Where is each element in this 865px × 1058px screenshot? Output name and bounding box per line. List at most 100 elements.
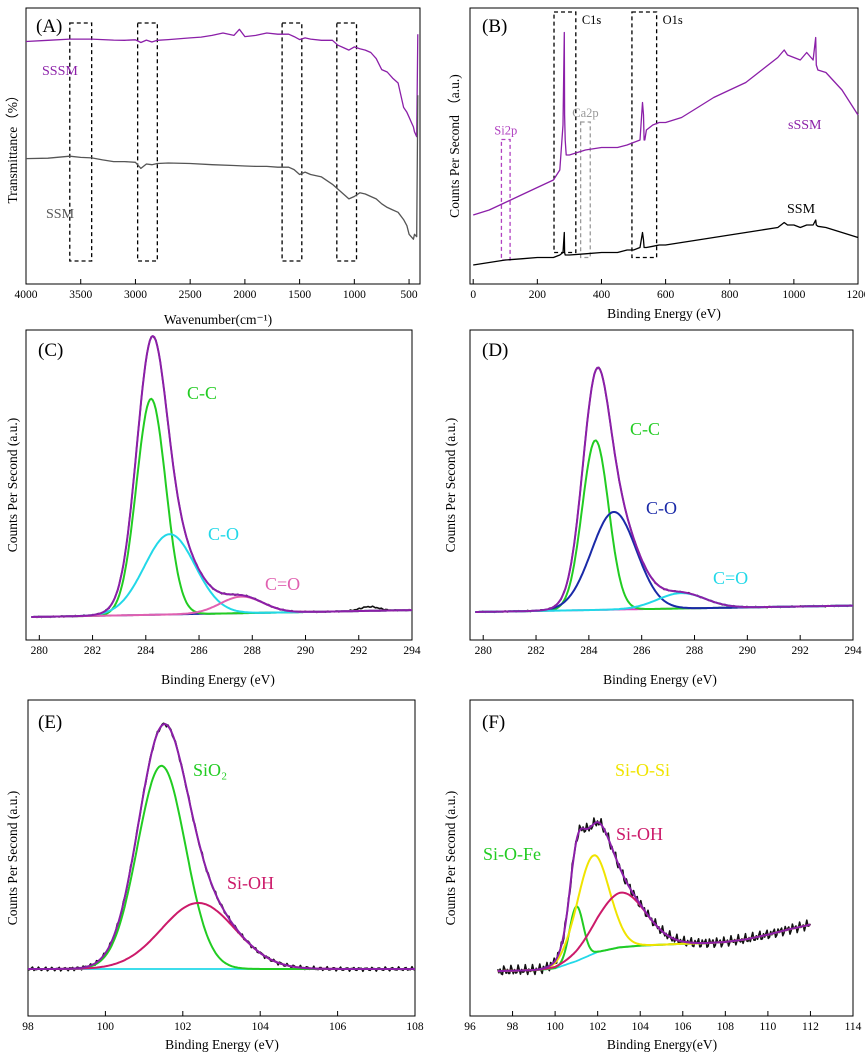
series-label: SiO₂ [193, 760, 227, 780]
x-tick-label: 294 [844, 645, 862, 657]
x-tick-label: 112 [802, 1021, 819, 1033]
x-tick-label: 284 [137, 645, 155, 657]
x-tick-label: 800 [721, 289, 739, 301]
x-tick-label: 286 [633, 645, 651, 657]
series-label: C=O [713, 568, 748, 588]
envelope-line [497, 821, 811, 973]
peak-label: O1s [663, 13, 683, 27]
component-line [28, 764, 415, 970]
series-line [25, 95, 419, 240]
x-tick-label: 102 [174, 1021, 192, 1033]
component-line [497, 891, 811, 973]
x-tick-label: 1000 [782, 289, 805, 301]
x-axis-label: Binding Energy (eV) [165, 1037, 279, 1052]
component-line [31, 397, 412, 618]
x-axis-label: Binding Energy (eV) [607, 306, 721, 321]
x-tick-label: 106 [674, 1021, 692, 1033]
x-tick-label: 100 [546, 1021, 564, 1033]
series-label: SSSM [42, 64, 78, 79]
x-tick-label: 280 [475, 645, 493, 657]
plot-frame [27, 699, 416, 1017]
panel-label: (D) [482, 340, 508, 361]
x-tick-label: 114 [845, 1021, 862, 1033]
panel-f: 96 98 100 102 104 106 108 110 112 114 (F) Binding E… [443, 699, 862, 1052]
panel-label: (E) [38, 712, 62, 733]
series-label: C-C [187, 383, 217, 403]
series-label: C-C [630, 419, 660, 439]
series-label: Si-O-Fe [483, 844, 541, 864]
plot-frame [25, 329, 413, 641]
panel-label: (A) [36, 16, 62, 37]
x-axis-label: Binding Energy(eV) [607, 1037, 717, 1052]
envelope-line [31, 335, 412, 618]
raw-data-line [475, 366, 853, 614]
x-axis-label: Binding Energy (eV) [603, 672, 717, 687]
series-label: C-O [646, 498, 677, 518]
peak-box [631, 11, 658, 259]
series-label: Si-O-Si [615, 760, 670, 780]
x-tick-label: 1200 [847, 289, 865, 301]
panel-label: (F) [482, 712, 505, 733]
panel-label: (B) [482, 16, 507, 37]
series-label: SSM [787, 202, 816, 217]
x-tick-label: 104 [252, 1021, 270, 1033]
series-label: SSM [46, 207, 75, 222]
peak-box [579, 121, 591, 259]
x-tick-label: 290 [297, 645, 315, 657]
x-tick-label: 4000 [15, 289, 38, 301]
x-tick-label: 292 [350, 645, 368, 657]
highlight-box [336, 22, 358, 262]
series-line [473, 219, 859, 266]
plot-frame [469, 329, 854, 641]
raw-data-line [31, 335, 412, 619]
panel-d: 280 282 284 286 288 290 292 294 (D) Binding Energ… [443, 329, 862, 687]
x-axis-label: Binding Energy (eV) [161, 672, 275, 687]
x-tick-label: 282 [84, 645, 102, 657]
series-line [25, 28, 419, 138]
x-tick-label: 98 [22, 1021, 34, 1033]
series-label: Si-OH [616, 824, 663, 844]
x-tick-label: 104 [632, 1021, 650, 1033]
x-tick-label: 280 [31, 645, 49, 657]
panel-a: 4000 3500 3000 2500 2000 1500 1000 500 (A) Wavenu… [5, 7, 421, 327]
x-tick-label: 3000 [124, 289, 147, 301]
y-axis-label: Counts Per Second （a.u.) [447, 74, 462, 218]
x-tick-label: 282 [527, 645, 545, 657]
highlight-box [69, 22, 93, 262]
x-tick-label: 284 [580, 645, 598, 657]
series-label: C=O [265, 574, 300, 594]
x-tick-label: 600 [657, 289, 675, 301]
plot-frame [469, 699, 854, 1017]
x-tick-label: 108 [406, 1021, 424, 1033]
x-tick-label: 1000 [343, 289, 366, 301]
peak-label: Si2p [494, 124, 517, 138]
x-axis-ticks: 280 282 284 286 288 290 292 294 [31, 635, 421, 657]
component-line [497, 854, 811, 973]
x-tick-label: 3500 [69, 289, 92, 301]
x-axis-ticks: 98 100 102 104 106 108 [22, 1011, 424, 1033]
series-label: sSSM [788, 118, 822, 133]
component-line [497, 905, 811, 973]
x-tick-label: 110 [759, 1021, 776, 1033]
x-axis-ticks: 4000 3500 3000 2500 2000 1500 1000 500 [15, 279, 418, 301]
highlight-box [281, 22, 303, 262]
envelope-line [28, 723, 415, 970]
y-axis-label: Counts Per Second (a.u.) [5, 791, 20, 926]
x-tick-label: 292 [792, 645, 810, 657]
x-tick-label: 288 [686, 645, 704, 657]
x-tick-label: 100 [97, 1021, 115, 1033]
x-tick-label: 106 [329, 1021, 347, 1033]
x-tick-label: 0 [470, 289, 476, 301]
x-tick-label: 200 [529, 289, 547, 301]
y-axis-label: Counts Per Second (a.u.) [5, 418, 20, 553]
series-label: C-O [208, 524, 239, 544]
x-tick-label: 400 [593, 289, 611, 301]
x-axis-ticks: 0 200 400 600 800 1000 1200 [470, 279, 865, 301]
panel-b: 0 200 400 600 800 1000 1200 (B) Binding Energy (… [447, 7, 865, 321]
x-tick-label: 500 [400, 289, 418, 301]
x-tick-label: 96 [464, 1021, 476, 1033]
x-tick-label: 102 [589, 1021, 607, 1033]
y-axis-label: Counts Per Second (a.u.) [443, 418, 458, 553]
envelope-line [475, 366, 853, 613]
